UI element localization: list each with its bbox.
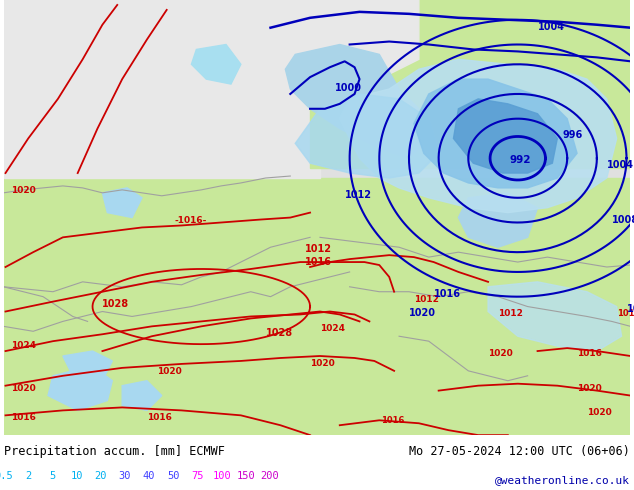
Polygon shape — [458, 193, 538, 247]
Text: 50: 50 — [167, 471, 179, 481]
Text: 5: 5 — [49, 471, 56, 481]
Text: 1024: 1024 — [11, 341, 36, 350]
Text: 1020: 1020 — [310, 359, 335, 368]
Bar — [4, 178, 630, 435]
Text: 1000: 1000 — [335, 83, 362, 93]
Text: 1016: 1016 — [305, 257, 332, 267]
Text: 1012: 1012 — [617, 310, 634, 318]
Text: 150: 150 — [236, 471, 256, 481]
Polygon shape — [340, 59, 617, 213]
Text: 200: 200 — [261, 471, 280, 481]
Text: 1012: 1012 — [414, 294, 439, 304]
Text: 0.5: 0.5 — [0, 471, 13, 481]
Text: 1004: 1004 — [538, 22, 564, 32]
Text: 1016: 1016 — [577, 349, 602, 358]
Polygon shape — [587, 0, 630, 99]
Text: 1020: 1020 — [157, 367, 181, 376]
Text: 10: 10 — [70, 471, 83, 481]
Polygon shape — [63, 351, 112, 381]
Text: 1020: 1020 — [11, 186, 36, 195]
Text: 1012: 1012 — [498, 310, 523, 318]
Text: 1016: 1016 — [381, 416, 404, 425]
Text: 1020: 1020 — [11, 384, 36, 392]
Text: 75: 75 — [191, 471, 204, 481]
Text: 1008: 1008 — [612, 215, 634, 224]
Polygon shape — [103, 188, 142, 218]
Text: 1020: 1020 — [488, 349, 513, 358]
Text: -1016-: -1016- — [174, 216, 207, 224]
Text: 1012: 1012 — [305, 244, 332, 254]
Polygon shape — [295, 94, 439, 178]
Polygon shape — [488, 282, 621, 351]
Polygon shape — [48, 366, 112, 411]
Text: 20: 20 — [94, 471, 107, 481]
Bar — [310, 0, 630, 168]
Polygon shape — [453, 99, 557, 173]
Text: 100: 100 — [212, 471, 231, 481]
Polygon shape — [271, 0, 419, 89]
Text: 2: 2 — [25, 471, 31, 481]
Text: 1020: 1020 — [577, 384, 602, 392]
Text: Precipitation accum. [mm] ECMWF: Precipitation accum. [mm] ECMWF — [4, 445, 225, 458]
Text: 30: 30 — [119, 471, 131, 481]
Bar — [4, 0, 320, 178]
Polygon shape — [285, 45, 429, 158]
Text: 1016: 1016 — [434, 289, 461, 299]
Text: Mo 27-05-2024 12:00 UTC (06+06): Mo 27-05-2024 12:00 UTC (06+06) — [409, 445, 630, 458]
Text: 992: 992 — [510, 155, 531, 165]
Text: 1020: 1020 — [626, 303, 634, 314]
Text: @weatheronline.co.uk: @weatheronline.co.uk — [495, 475, 630, 485]
Text: 1020: 1020 — [409, 308, 436, 318]
Text: 1016: 1016 — [147, 413, 172, 422]
Text: 1020: 1020 — [587, 408, 612, 417]
Text: 40: 40 — [143, 471, 155, 481]
Text: 1016: 1016 — [11, 413, 36, 422]
Text: 996: 996 — [562, 130, 583, 141]
Text: 1028: 1028 — [103, 298, 129, 309]
Text: 1012: 1012 — [345, 190, 372, 200]
Polygon shape — [597, 188, 630, 435]
Polygon shape — [414, 79, 577, 188]
Text: 1024: 1024 — [320, 324, 345, 333]
Polygon shape — [122, 381, 162, 411]
Polygon shape — [191, 45, 241, 84]
Text: 1004: 1004 — [607, 160, 634, 170]
Text: 1028: 1028 — [266, 328, 293, 338]
